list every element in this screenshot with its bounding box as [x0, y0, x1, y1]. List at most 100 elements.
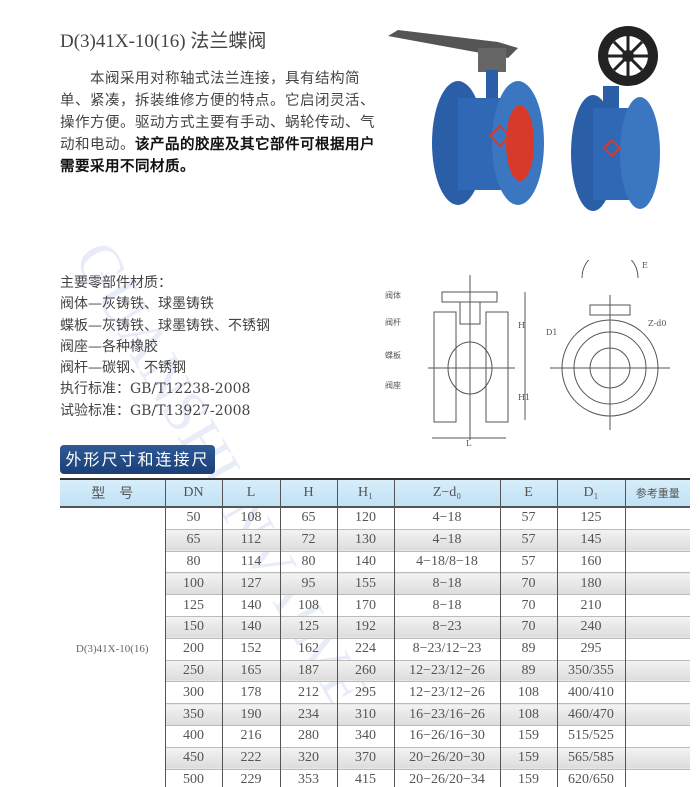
- standard-item: 执行标准：GB/T12238-2008: [60, 381, 251, 398]
- table-cell: 500: [164, 769, 222, 787]
- table-row: 450 222 320 370 20−26/20−30 159 565/585: [60, 747, 690, 770]
- table-row: 65 112 72 130 4−18 57 145: [60, 529, 690, 552]
- table-cell: 353: [279, 769, 337, 787]
- table-cell: 108: [499, 681, 557, 704]
- table-cell: [624, 529, 690, 552]
- table-cell: 89: [499, 660, 557, 682]
- label-disc: 蝶板: [385, 350, 401, 360]
- table-cell: 108: [279, 594, 337, 617]
- table-row: 150 140 125 192 8−23 70 240: [60, 616, 690, 639]
- table-cell: 350: [164, 703, 222, 726]
- table-cell: [624, 769, 690, 787]
- table-row: D(3)41X-10(16) 50 108 65 120 4−18 57 125: [60, 507, 690, 787]
- column-header: 参考重量: [624, 478, 690, 508]
- table-header-row: 型 号 DN L H H₁ Z−d₀ E D₁ 参考重量: [60, 478, 690, 508]
- standard-item: 试验标准：GB/T13927-2008: [60, 402, 251, 419]
- intro-text: 本阀采用对称轴式法兰连接，具有结构简单、紧凑，拆装维修方便的特点。它启闭灵活、操…: [60, 71, 375, 153]
- table-cell: 162: [279, 638, 337, 661]
- table-cell: 50: [164, 507, 222, 530]
- product-photos: [388, 26, 660, 211]
- table-cell: 240: [556, 616, 625, 639]
- table-cell: [624, 551, 690, 573]
- column-header: D₁: [556, 478, 625, 508]
- table-cell: 125: [164, 594, 222, 617]
- page-title: D(3)41X-10(16) 法兰蝶阀: [60, 31, 267, 52]
- table-cell: 108: [221, 507, 280, 530]
- table-cell: 8−18: [393, 572, 500, 595]
- table-cell: 140: [221, 594, 280, 617]
- materials-list: 主要零部件材质： 阀体—灰铸铁、球墨铸铁 蝶板—灰铸铁、球墨铸铁、不锈钢 阀座—…: [60, 273, 270, 422]
- table-cell: 370: [336, 747, 394, 770]
- table-cell: 187: [279, 660, 337, 682]
- column-header: Z−d₀: [393, 478, 500, 508]
- table-cell: 295: [556, 638, 625, 661]
- table-cell: 65: [164, 529, 222, 552]
- label-stem: 阀杆: [385, 317, 401, 327]
- table-cell: 4−18: [393, 507, 500, 530]
- table-cell: 140: [336, 551, 394, 573]
- table-cell: 340: [336, 725, 394, 748]
- table-cell: 460/470: [556, 703, 625, 726]
- table-cell: 8−23: [393, 616, 500, 639]
- dim-e: E: [642, 261, 648, 270]
- table-cell: 4−18/8−18: [393, 551, 500, 573]
- table-cell: 57: [499, 551, 557, 573]
- table-cell: 159: [499, 769, 557, 787]
- table-cell: 70: [499, 572, 557, 595]
- table-cell: 127: [221, 572, 280, 595]
- table-cell: [624, 507, 690, 530]
- table-cell: 57: [499, 507, 557, 530]
- table-cell: 125: [556, 507, 625, 530]
- table-cell: 565/585: [556, 747, 625, 770]
- table-cell: 415: [336, 769, 394, 787]
- gear-valve-photo: [571, 26, 660, 211]
- table-cell: 280: [279, 725, 337, 748]
- intro-bold-text: 该产品的胶座及其它部件可根据用户需要采用不同材质。: [60, 136, 375, 175]
- table-cell: [624, 572, 690, 595]
- table-cell: 20−26/20−34: [393, 769, 500, 787]
- dim-l: L: [466, 439, 472, 448]
- table-cell: 178: [221, 681, 280, 704]
- table-row: 100 127 95 155 8−18 70 180: [60, 572, 690, 595]
- dimensions-table: 型 号 DN L H H₁ Z−d₀ E D₁ 参考重量 D(3)41X-10(16) 50 108…: [60, 478, 690, 787]
- table-cell: [624, 681, 690, 704]
- table-cell: 229: [221, 769, 280, 787]
- table-cell: 145: [556, 529, 625, 552]
- table-cell: 120: [336, 507, 394, 530]
- table-cell: [624, 660, 690, 682]
- label-body: 阀体: [385, 290, 401, 300]
- table-cell: 100: [164, 572, 222, 595]
- table-cell: 8−23/12−23: [393, 638, 500, 661]
- table-row: 80 114 80 140 4−18/8−18 57 160: [60, 551, 690, 573]
- table-cell: 80: [279, 551, 337, 573]
- table-cell: 12−23/12−26: [393, 660, 500, 682]
- table-row: 350 190 234 310 16−23/16−26 108 460/470: [60, 703, 690, 726]
- table-cell: 212: [279, 681, 337, 704]
- table-cell: 152: [221, 638, 280, 661]
- column-header: DN: [164, 478, 222, 508]
- table-cell: 8−18: [393, 594, 500, 617]
- column-header: 型 号: [60, 478, 165, 508]
- table-cell: 400: [164, 725, 222, 748]
- table-row: 250 165 187 260 12−23/12−26 89 350/355: [60, 660, 690, 682]
- dim-h: H: [518, 321, 525, 330]
- section-banner: 外形尺寸和连接尺寸: [60, 445, 215, 498]
- material-item: 阀体—灰铸铁、球墨铸铁: [60, 296, 214, 313]
- table-cell: 216: [221, 725, 280, 748]
- materials-heading: 主要零部件材质：: [60, 275, 172, 291]
- table-cell: 125: [279, 616, 337, 639]
- intro-paragraph: 本阀采用对称轴式法兰连接，具有结构简单、紧凑，拆装维修方便的特点。它启闭灵活、操…: [60, 68, 375, 178]
- table-row: 200 152 162 224 8−23/12−23 89 295: [60, 638, 690, 661]
- table-cell: 210: [556, 594, 625, 617]
- table-cell: 515/525: [556, 725, 625, 748]
- table-cell: 70: [499, 594, 557, 617]
- table-cell: 159: [499, 747, 557, 770]
- table-cell: [624, 747, 690, 770]
- table-cell: 180: [556, 572, 625, 595]
- material-item: 蝶板—灰铸铁、球墨铸铁、不锈钢: [60, 317, 270, 334]
- table-cell: [624, 594, 690, 617]
- table-cell: 16−26/16−30: [393, 725, 500, 748]
- table-cell: 130: [336, 529, 394, 552]
- column-header: E: [499, 478, 557, 508]
